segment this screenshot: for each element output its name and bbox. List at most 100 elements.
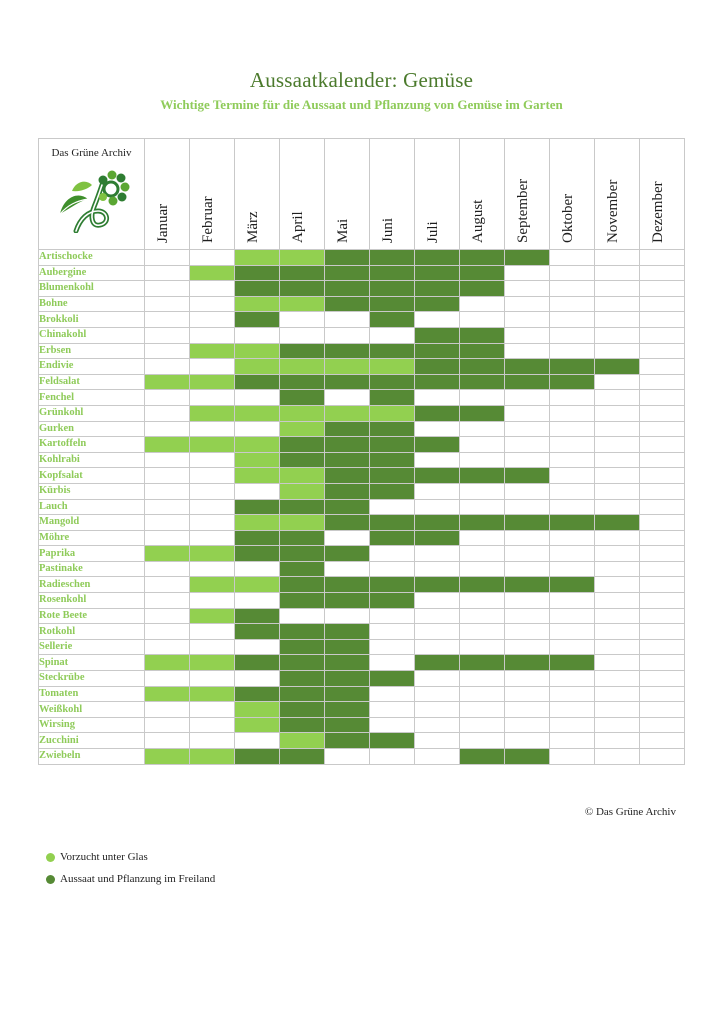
cell-empty [369,638,415,656]
cell-freiland [369,482,415,500]
cell-empty [594,716,640,734]
table-row: Rotkohl [38,623,685,640]
cell-freiland [324,732,370,749]
cell-freiland [414,358,460,375]
cell-empty [504,389,550,406]
month-label: August [470,199,486,243]
cell-empty [504,436,550,453]
month-label: März [245,211,261,243]
month-header: März [234,138,280,250]
cell-freiland [459,264,505,282]
cell-empty [639,249,685,266]
table-row: Wirsing [38,716,685,734]
legend: Vorzucht unter Glas Aussaat und Pflanzung… [46,846,215,890]
cell-empty [279,311,325,328]
cell-empty [369,654,415,672]
vegetable-name: Kopfsalat [38,467,145,484]
cell-empty [504,342,550,360]
cell-freiland [279,670,325,687]
calendar-table-wrap: Das Grüne Archiv [38,138,685,765]
cell-freiland [279,436,325,453]
cell-empty [504,498,550,516]
cell-freiland [279,638,325,656]
cell-empty [144,670,190,687]
page-subtitle: Wichtige Termine für die Aussaat und Pfl… [160,97,563,112]
cell-empty [414,545,460,562]
cell-freiland [324,280,370,297]
cell-empty [189,529,235,547]
cell-empty [459,592,505,609]
table-row: Kopfsalat [38,467,685,484]
cell-empty [504,701,550,718]
cell-empty [639,467,685,484]
cell-empty [144,295,190,313]
cell-freiland [234,607,280,625]
vegetable-name: Kartoffeln [38,436,145,453]
cell-empty [549,342,595,360]
vegetable-name: Rote Beete [38,607,145,625]
cell-vorzucht [189,576,235,594]
cell-empty [594,373,640,391]
vegetable-name: Feldsalat [38,373,145,391]
cell-empty [594,389,640,406]
cell-freiland [234,545,280,562]
cell-empty [414,685,460,703]
cell-empty [639,638,685,656]
cell-empty [459,311,505,328]
cell-freiland [324,482,370,500]
table-row: Paprika [38,545,685,562]
cell-vorzucht [189,264,235,282]
cell-freiland [279,716,325,734]
cell-empty [549,389,595,406]
cell-freiland [279,451,325,469]
cell-empty [594,576,640,594]
cell-freiland [414,295,460,313]
table-row: Rote Beete [38,607,685,625]
cell-empty [459,716,505,734]
table-row: Endivie [38,358,685,375]
cell-vorzucht [279,732,325,749]
cell-empty [639,654,685,672]
cell-empty [144,514,190,531]
cell-empty [639,529,685,547]
month-header: April [279,138,325,250]
cell-freiland [234,623,280,640]
vegetable-name: Aubergine [38,264,145,282]
cell-vorzucht [234,514,280,531]
month-header: Mai [324,138,370,250]
cell-freiland [324,264,370,282]
cell-freiland [504,748,550,765]
cell-empty [594,264,640,282]
cell-empty [144,420,190,438]
cell-empty [549,436,595,453]
cell-vorzucht [189,373,235,391]
cell-empty [189,498,235,516]
cell-freiland [324,498,370,516]
brand-name: Das Grüne Archiv [51,147,132,159]
cell-freiland [369,514,415,531]
cell-freiland [459,326,505,344]
cell-empty [324,326,370,344]
cell-freiland [279,701,325,718]
cell-empty [234,560,280,578]
cell-empty [279,607,325,625]
vegetable-name: Lauch [38,498,145,516]
cell-freiland [594,514,640,531]
cell-empty [594,685,640,703]
month-label: Oktober [560,193,576,243]
cell-empty [549,249,595,266]
cell-freiland [369,592,415,609]
month-label: Juli [425,221,441,243]
cell-empty [639,498,685,516]
cell-empty [639,545,685,562]
cell-empty [594,451,640,469]
month-header: Juni [369,138,415,250]
cell-empty [594,420,640,438]
cell-empty [504,607,550,625]
cell-freiland [369,295,415,313]
cell-empty [324,607,370,625]
cell-empty [639,451,685,469]
cell-empty [459,389,505,406]
vegetable-name: Bohne [38,295,145,313]
cell-freiland [369,529,415,547]
